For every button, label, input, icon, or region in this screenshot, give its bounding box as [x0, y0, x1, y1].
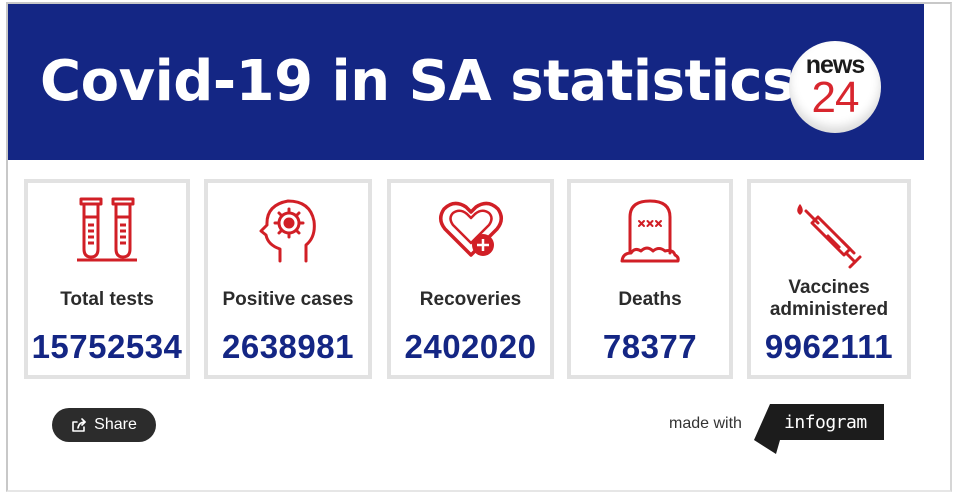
news24-logo: news 24 [789, 41, 881, 133]
stat-label: Positive cases [222, 289, 354, 310]
stat-card-positive-cases: Positive cases 2638981 [204, 179, 372, 379]
share-label: Share [94, 416, 137, 433]
logo-text-24: 24 [811, 73, 860, 122]
share-icon [71, 417, 87, 433]
infogram-badge-shape [754, 404, 884, 454]
stat-value: 2402020 [404, 328, 537, 365]
stat-label: Total tests [60, 289, 154, 310]
made-with-text: made with [669, 415, 742, 432]
stat-label: Recoveries [419, 289, 522, 310]
tombstone-icon [619, 197, 681, 270]
logo-text-news: news [805, 51, 866, 79]
infogram-badge[interactable]: infogram [754, 404, 884, 456]
page-title: Covid-19 in SA statistics [40, 49, 795, 114]
test-tubes-icon [75, 197, 139, 268]
stat-value: 9962111 [764, 328, 894, 365]
stat-card-total-tests: Total tests 15752534 [24, 179, 190, 379]
header-banner: Covid-19 in SA statistics news 24 [8, 4, 924, 160]
stat-value: 15752534 [31, 328, 183, 365]
syringe-icon [794, 201, 864, 276]
stat-card-deaths: Deaths 78377 [567, 179, 733, 379]
stat-card-recoveries: Recoveries 2402020 [387, 179, 554, 379]
infogram-brand-text: infogram [784, 412, 867, 433]
stat-value: 78377 [602, 328, 698, 365]
share-button[interactable]: Share [52, 408, 156, 442]
virus-head-icon [258, 197, 318, 268]
stat-label: Vaccines administered [769, 277, 889, 320]
heart-plus-icon [438, 197, 504, 264]
stat-value: 2638981 [222, 328, 354, 365]
stat-label: Deaths [618, 289, 682, 310]
stat-card-vaccines-administered: Vaccines administered 9962111 [747, 179, 911, 379]
